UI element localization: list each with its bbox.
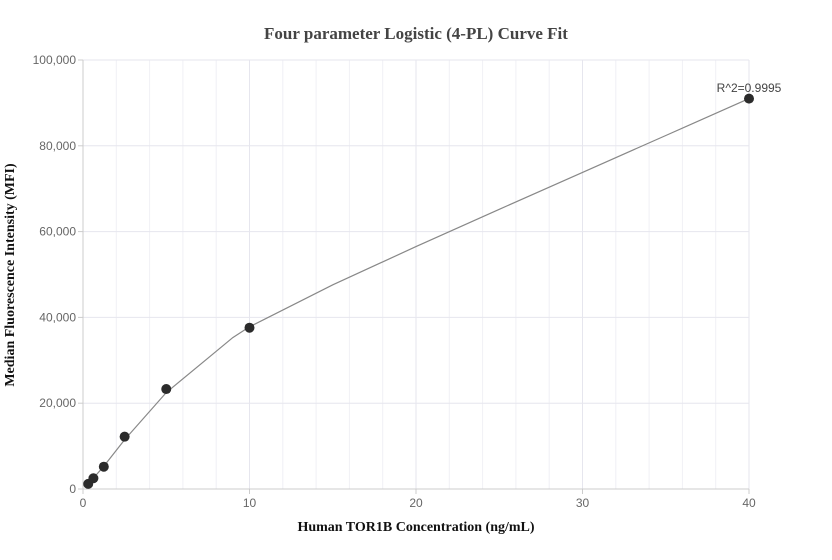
x-tick-label: 10 [243,496,257,510]
data-point [119,431,130,442]
x-axis-title: Human TOR1B Concentration (ng/mL) [297,520,534,535]
y-tick-label: 80,000 [39,139,76,153]
y-tick-label: 0 [69,482,76,496]
data-point [161,384,172,395]
data-points [83,93,754,489]
y-tick-label: 20,000 [39,396,76,410]
gridlines [83,59,750,489]
y-axis-title: Median Fluorescence Intensity (MFI) [3,163,18,387]
r-squared-annotation: R^2=0.9995 [717,81,782,95]
x-tick-label: 20 [409,496,423,510]
axes: 0 20,000 40,000 60,000 80,000 100,000 0 10 20 30 4… [33,53,756,510]
data-point [744,93,754,104]
y-tick-label: 40,000 [39,310,76,324]
data-point [88,473,99,484]
fit-curve-group [87,98,750,485]
x-tick-label: 0 [80,496,87,510]
chart-title: Four parameter Logistic (4-PL) Curve Fit [264,24,568,43]
data-point [244,322,255,333]
y-tick-label: 100,000 [33,53,77,67]
y-tick-label: 60,000 [39,225,76,239]
x-tick-label: 30 [576,496,590,510]
fit-curve [87,98,750,485]
x-tick-label: 40 [742,496,756,510]
data-point [98,461,109,472]
